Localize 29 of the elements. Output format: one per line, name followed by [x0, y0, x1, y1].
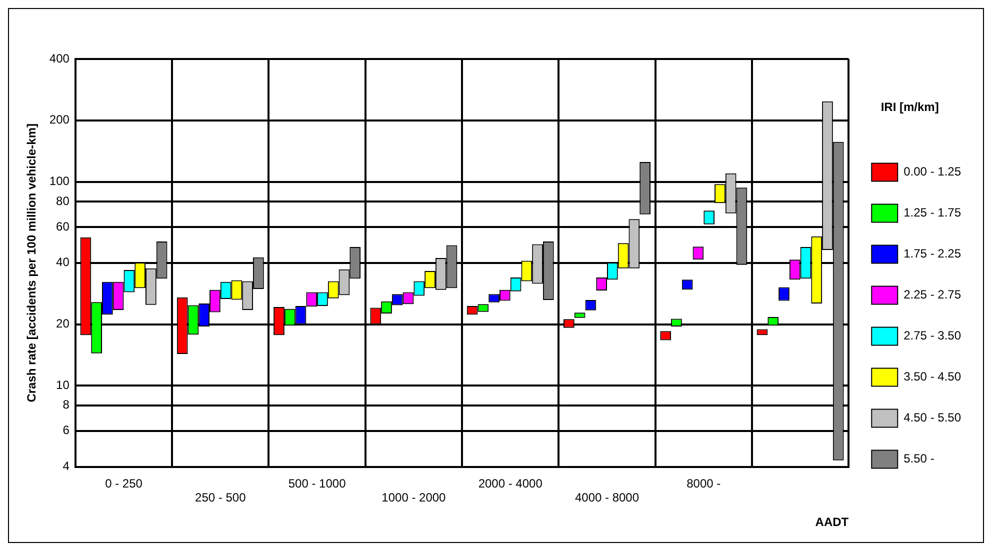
legend-label: 3.50 - 4.50: [904, 370, 962, 384]
x-tick-label: 250 - 500: [195, 490, 246, 505]
x-axis-title: AADT: [815, 515, 850, 530]
y-tick-label: 20: [56, 316, 70, 331]
legend-label: 1.25 - 1.75: [904, 206, 962, 220]
legend-label: 1.75 - 2.25: [904, 246, 962, 261]
y-tick-label: 200: [49, 112, 70, 127]
y-tick-label: 60: [56, 219, 70, 234]
y-tick-label: 80: [56, 194, 70, 208]
x-tick-label: 2000 - 4000: [478, 476, 543, 490]
y-tick-label: 40: [56, 255, 70, 270]
x-tick-label: 1000 - 2000: [382, 490, 446, 505]
x-tick-label: 4000 - 8000: [574, 490, 640, 505]
y-tick-label: 6: [62, 423, 70, 438]
x-tick-label: 0 - 250: [105, 476, 143, 490]
y-tick-label: 4: [62, 459, 70, 474]
legend-label: 2.75 - 3.50: [904, 328, 962, 343]
y-axis-title: Crash rate [accidents per 100 million vehicle-km]: [24, 124, 39, 402]
legend-title: IRI [m/km]: [880, 100, 939, 114]
x-tick-label: 8000 -: [686, 476, 721, 490]
y-tick-label: 400: [49, 51, 70, 66]
x-tick-label: 500 - 1000: [288, 476, 346, 490]
legend-label: 2.25 - 2.75: [904, 288, 962, 302]
legend-label: 5.50 -: [904, 452, 934, 466]
y-tick-label: 10: [56, 378, 70, 392]
y-tick-label: 8: [62, 398, 70, 412]
legend-label: 4.50 - 5.50: [904, 410, 962, 425]
legend-label: 0.00 - 1.25: [904, 164, 962, 179]
y-tick-label: 100: [49, 174, 70, 188]
